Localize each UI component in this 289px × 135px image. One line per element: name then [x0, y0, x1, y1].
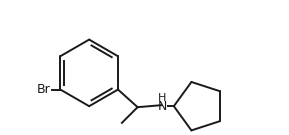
Text: H: H	[158, 93, 166, 103]
Text: Br: Br	[37, 83, 51, 96]
Text: N: N	[158, 100, 167, 113]
